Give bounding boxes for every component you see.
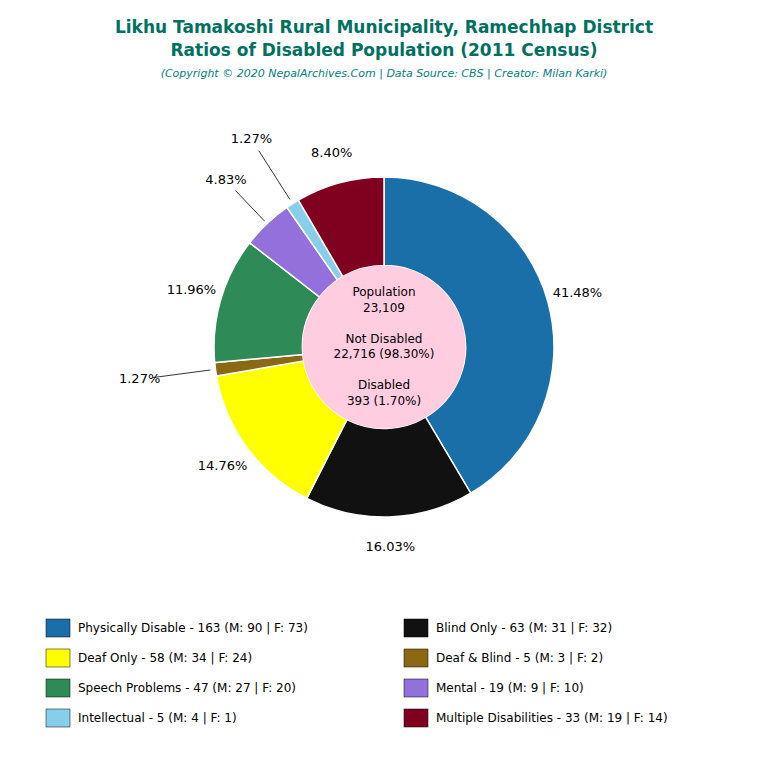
center-text: 22,716 (98.30%) xyxy=(334,347,435,361)
legend-label: Mental - 19 (M: 9 | F: 10) xyxy=(436,681,584,695)
legend-swatch xyxy=(404,709,428,727)
title: Ratios of Disabled Population (2011 Cens… xyxy=(171,40,598,60)
legend: Physically Disable - 163 (M: 90 | F: 73)… xyxy=(46,619,668,727)
center-circle xyxy=(302,265,465,428)
data-label: 4.83% xyxy=(205,172,246,187)
legend-label: Multiple Disabilities - 33 (M: 19 | F: 1… xyxy=(436,711,668,725)
data-label: 41.48% xyxy=(553,285,603,300)
legend-swatch xyxy=(404,619,428,637)
leader-line xyxy=(235,190,264,221)
center-text: Not Disabled xyxy=(346,332,423,346)
data-label: 1.27% xyxy=(231,131,272,146)
legend-label: Deaf Only - 58 (M: 34 | F: 24) xyxy=(78,651,252,665)
center-text: 23,109 xyxy=(363,301,405,315)
leader-line xyxy=(153,370,210,378)
center-text: 393 (1.70%) xyxy=(347,394,421,408)
data-label: 11.96% xyxy=(167,282,217,297)
center-text: Disabled xyxy=(358,378,410,392)
title: Likhu Tamakoshi Rural Municipality, Rame… xyxy=(115,17,653,37)
data-label: 1.27% xyxy=(119,371,160,386)
slice xyxy=(298,177,384,277)
legend-swatch xyxy=(46,679,70,697)
legend-label: Physically Disable - 163 (M: 90 | F: 73) xyxy=(78,621,308,635)
legend-swatch xyxy=(46,619,70,637)
data-label: 16.03% xyxy=(366,539,416,554)
leader-line xyxy=(259,151,290,200)
legend-label: Speech Problems - 47 (M: 27 | F: 20) xyxy=(78,681,296,695)
legend-label: Deaf & Blind - 5 (M: 3 | F: 2) xyxy=(436,651,603,665)
data-label: 8.40% xyxy=(311,145,352,160)
legend-swatch xyxy=(46,649,70,667)
legend-swatch xyxy=(46,709,70,727)
legend-label: Blind Only - 63 (M: 31 | F: 32) xyxy=(436,621,612,635)
slices xyxy=(214,177,554,517)
legend-swatch xyxy=(404,649,428,667)
data-labels: 41.48% 16.03% 14.76% 1.27% 11.96% 4.83% 1.27% 8… xyxy=(119,131,602,554)
center-text: Population xyxy=(352,285,415,299)
legend-label: Intellectual - 5 (M: 4 | F: 1) xyxy=(78,711,237,725)
chart: Likhu Tamakoshi Rural Municipality, Rame… xyxy=(0,0,768,768)
data-label: 14.76% xyxy=(198,458,248,473)
subtitle: (Copyright © 2020 NepalArchives.Com | Da… xyxy=(161,67,608,80)
legend-swatch xyxy=(404,679,428,697)
